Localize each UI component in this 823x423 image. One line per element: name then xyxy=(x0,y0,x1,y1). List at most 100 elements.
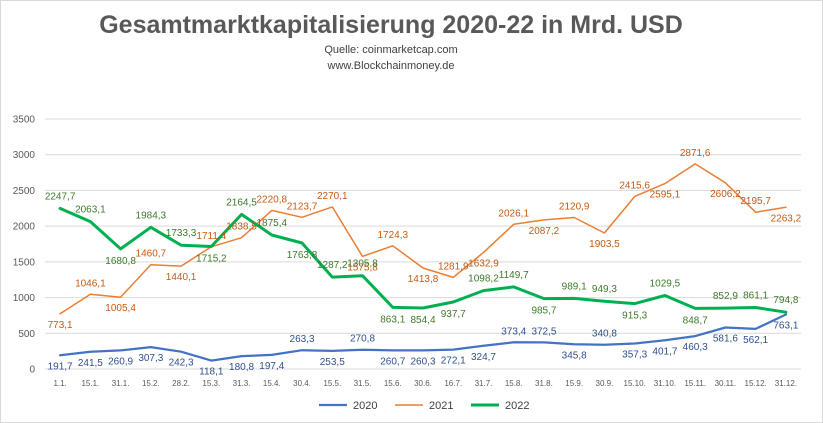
x-tick-label: 30.4. xyxy=(293,379,311,388)
chart-title: Gesamtmarktkapitalisierung 2020-22 in Mr… xyxy=(99,11,683,39)
x-tick-label: 15.4. xyxy=(263,379,281,388)
data-label-2021: 773,1 xyxy=(48,320,73,331)
data-label-2020: 260,7 xyxy=(380,356,405,367)
data-label-2021: 1413,8 xyxy=(408,274,439,285)
data-label-2021: 1046,1 xyxy=(75,278,106,289)
data-label-2022: 861,1 xyxy=(743,290,768,301)
data-label-2021: 1903,5 xyxy=(589,239,620,250)
x-tick-label: 1.1. xyxy=(53,379,66,388)
data-label-2021: 2263,2 xyxy=(771,213,802,224)
data-label-2022: 2063,1 xyxy=(75,205,106,216)
data-label-2022: 1287,2 xyxy=(317,260,348,271)
series-line-2020 xyxy=(58,313,788,362)
data-label-2022: 1305,8 xyxy=(347,259,378,270)
data-label-2021: 2220,8 xyxy=(257,194,288,205)
data-label-2021: 1281,9 xyxy=(438,261,469,272)
data-label-2022: 985,7 xyxy=(531,306,556,317)
data-label-2021: 2087,2 xyxy=(529,226,560,237)
x-tick-label: 31.1. xyxy=(112,379,130,388)
data-label-2021: 1724,3 xyxy=(377,230,408,241)
y-tick-label: 3000 xyxy=(13,150,36,161)
x-tick-label: 15.3. xyxy=(202,379,220,388)
y-tick-label: 2500 xyxy=(13,186,36,197)
x-tick-label: 16.7. xyxy=(444,379,462,388)
data-label-2022: 2247,7 xyxy=(45,191,76,202)
x-tick-label: 15.9. xyxy=(565,379,583,388)
data-label-2020: 307,3 xyxy=(138,353,163,364)
data-label-2022: 1680,8 xyxy=(105,256,136,267)
data-label-2020: 197,4 xyxy=(259,361,284,372)
data-label-2021: 2270,1 xyxy=(317,191,348,202)
x-tick-label: 15.1. xyxy=(81,379,99,388)
data-label-2022: 989,1 xyxy=(562,281,587,292)
data-label-2021: 2871,6 xyxy=(680,148,711,159)
x-tick-label: 31.8. xyxy=(535,379,553,388)
data-label-2022: 854,4 xyxy=(410,315,435,326)
data-label-2021: 1440,1 xyxy=(166,272,197,283)
data-label-2020: 345,8 xyxy=(562,350,587,361)
legend-label-2020: 2020 xyxy=(353,400,377,412)
data-label-2020: 253,5 xyxy=(320,357,345,368)
data-label-2022: 915,3 xyxy=(622,311,647,322)
data-label-2022: 937,7 xyxy=(441,309,466,320)
data-label-2020: 372,5 xyxy=(531,326,556,337)
y-tick-label: 3500 xyxy=(13,115,36,126)
x-tick-label: 31.12. xyxy=(775,379,797,388)
data-label-2022: 2164,5 xyxy=(226,197,257,208)
data-label-2020: 118,1 xyxy=(199,367,224,378)
x-tick-label: 15.11. xyxy=(684,379,706,388)
data-label-2021: 2120,9 xyxy=(559,202,590,213)
data-label-2021: 2595,1 xyxy=(650,190,681,201)
data-label-2022: 794,8 xyxy=(773,295,798,306)
data-label-2022: 1984,3 xyxy=(136,210,167,221)
data-label-2021: 2195,7 xyxy=(740,196,771,207)
y-tick-label: 1000 xyxy=(13,293,36,304)
data-label-2022: 852,9 xyxy=(713,291,738,302)
x-tick-label: 31.10. xyxy=(654,379,676,388)
data-label-2020: 401,7 xyxy=(652,346,677,357)
data-label-2022: 949,3 xyxy=(592,284,617,295)
chart-website: www.Blockchainmoney.de xyxy=(327,60,455,72)
y-tick-label: 500 xyxy=(18,329,35,340)
data-label-2020: 260,9 xyxy=(108,356,133,367)
series-line-2021 xyxy=(59,163,787,315)
data-label-2022: 1149,7 xyxy=(499,270,529,281)
data-label-2021: 2606,2 xyxy=(710,189,741,200)
data-label-2021: 1838,5 xyxy=(226,222,257,233)
series-line-2022 xyxy=(58,206,788,314)
data-label-2022: 1715,2 xyxy=(196,253,227,264)
data-label-2021: 2123,7 xyxy=(287,201,318,212)
data-label-2020: 180,8 xyxy=(229,362,254,373)
x-tick-label: 15.8. xyxy=(505,379,523,388)
x-tick-label: 31.7. xyxy=(475,379,493,388)
x-tick-label: 31.3. xyxy=(233,379,251,388)
data-label-2020: 270,8 xyxy=(350,334,375,345)
data-label-2020: 191,7 xyxy=(48,361,73,372)
data-label-2022: 863,1 xyxy=(380,314,405,325)
data-label-2022: 1098,2 xyxy=(468,274,499,285)
y-tick-label: 0 xyxy=(29,365,35,376)
data-label-2022: 848,7 xyxy=(683,315,708,326)
x-tick-label: 30.9. xyxy=(596,379,614,388)
data-label-2022: 1763,8 xyxy=(287,250,318,261)
x-tick-label: 15.10. xyxy=(624,379,646,388)
data-label-2021: 2026,1 xyxy=(498,208,529,219)
x-tick-label: 28.2. xyxy=(172,379,190,388)
data-label-2021: 1460,7 xyxy=(136,249,167,260)
y-tick-label: 1500 xyxy=(13,257,36,268)
data-label-2021: 1575,8 xyxy=(347,262,378,273)
data-label-2020: 562,1 xyxy=(743,335,768,346)
data-label-2020: 242,3 xyxy=(169,358,194,369)
data-label-2022: 1733,3 xyxy=(166,228,197,239)
data-label-2020: 357,3 xyxy=(622,349,647,360)
x-tick-label: 31.5. xyxy=(354,379,372,388)
x-tick-label: 30.6. xyxy=(414,379,432,388)
y-tick-label: 2000 xyxy=(13,222,36,233)
data-label-2021: 2415,6 xyxy=(619,180,650,191)
data-label-2021: 1005,4 xyxy=(105,303,136,314)
data-label-2020: 241,5 xyxy=(78,358,103,369)
data-label-2020: 324,7 xyxy=(471,352,496,363)
data-label-2020: 272,1 xyxy=(441,356,466,367)
data-label-2022: 1875,4 xyxy=(257,218,288,229)
